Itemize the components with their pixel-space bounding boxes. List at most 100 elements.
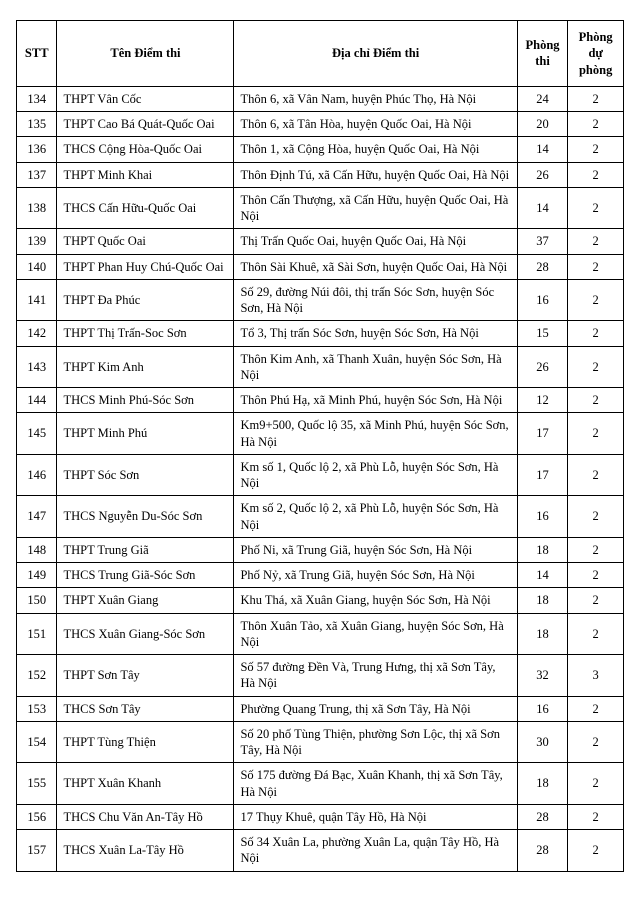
cell-stt: 145 — [17, 413, 57, 455]
cell-stt: 156 — [17, 804, 57, 829]
cell-address: Phường Quang Trung, thị xã Sơn Tây, Hà N… — [234, 696, 517, 721]
cell-stt: 146 — [17, 454, 57, 496]
cell-stt: 140 — [17, 254, 57, 279]
table-row: 150THPT Xuân GiangKhu Thá, xã Xuân Giang… — [17, 588, 624, 613]
cell-name: THPT Quốc Oai — [57, 229, 234, 254]
table-row: 154THPT Tùng ThiệnSố 20 phố Tùng Thiện, … — [17, 721, 624, 763]
cell-name: THCS Xuân La-Tây Hồ — [57, 830, 234, 872]
cell-address: Thị Trấn Quốc Oai, huyện Quốc Oai, Hà Nộ… — [234, 229, 517, 254]
table-row: 146THPT Sóc SơnKm số 1, Quốc lộ 2, xã Ph… — [17, 454, 624, 496]
cell-name: THCS Xuân Giang-Sóc Sơn — [57, 613, 234, 655]
table-row: 135THPT Cao Bá Quát-Quốc OaiThôn 6, xã T… — [17, 112, 624, 137]
cell-address: Thôn 1, xã Cộng Hòa, huyện Quốc Oai, Hà … — [234, 137, 517, 162]
cell-backup: 2 — [568, 321, 624, 346]
cell-rooms: 18 — [517, 763, 568, 805]
table-row: 144THCS Minh Phú-Sóc SơnThôn Phú Hạ, xã … — [17, 388, 624, 413]
cell-name: THPT Vân Cốc — [57, 86, 234, 111]
cell-address: 17 Thụy Khuê, quận Tây Hồ, Hà Nội — [234, 804, 517, 829]
cell-stt: 138 — [17, 187, 57, 229]
table-row: 157THCS Xuân La-Tây HồSố 34 Xuân La, phư… — [17, 830, 624, 872]
cell-name: THPT Cao Bá Quát-Quốc Oai — [57, 112, 234, 137]
col-header-backup: Phòng dự phòng — [568, 21, 624, 87]
cell-address: Km số 2, Quốc lộ 2, xã Phù Lỗ, huyện Sóc… — [234, 496, 517, 538]
cell-address: Phố Ni, xã Trung Giã, huyện Sóc Sơn, Hà … — [234, 537, 517, 562]
table-row: 138THCS Cấn Hữu-Quốc OaiThôn Cấn Thượng,… — [17, 187, 624, 229]
table-row: 140THPT Phan Huy Chú-Quốc OaiThôn Sài Kh… — [17, 254, 624, 279]
cell-rooms: 14 — [517, 137, 568, 162]
cell-stt: 134 — [17, 86, 57, 111]
table-row: 143THPT Kim AnhThôn Kim Anh, xã Thanh Xu… — [17, 346, 624, 388]
cell-rooms: 28 — [517, 830, 568, 872]
exam-sites-table: STT Tên Điểm thi Địa chỉ Điểm thi Phòng … — [16, 20, 624, 872]
cell-rooms: 18 — [517, 588, 568, 613]
cell-name: THPT Xuân Khanh — [57, 763, 234, 805]
table-row: 156THCS Chu Văn An-Tây Hồ17 Thụy Khuê, q… — [17, 804, 624, 829]
cell-address: Thôn Kim Anh, xã Thanh Xuân, huyện Sóc S… — [234, 346, 517, 388]
cell-name: THPT Tùng Thiện — [57, 721, 234, 763]
cell-backup: 2 — [568, 721, 624, 763]
cell-stt: 157 — [17, 830, 57, 872]
cell-rooms: 24 — [517, 86, 568, 111]
cell-backup: 2 — [568, 388, 624, 413]
cell-stt: 139 — [17, 229, 57, 254]
cell-rooms: 32 — [517, 655, 568, 697]
table-row: 137THPT Minh KhaiThôn Định Tú, xã Cấn Hữ… — [17, 162, 624, 187]
cell-rooms: 14 — [517, 187, 568, 229]
cell-name: THPT Minh Khai — [57, 162, 234, 187]
cell-rooms: 16 — [517, 696, 568, 721]
cell-stt: 135 — [17, 112, 57, 137]
cell-backup: 2 — [568, 254, 624, 279]
cell-stt: 142 — [17, 321, 57, 346]
cell-rooms: 20 — [517, 112, 568, 137]
cell-rooms: 37 — [517, 229, 568, 254]
cell-stt: 150 — [17, 588, 57, 613]
cell-rooms: 14 — [517, 563, 568, 588]
cell-backup: 2 — [568, 187, 624, 229]
cell-address: Thôn Phú Hạ, xã Minh Phú, huyện Sóc Sơn,… — [234, 388, 517, 413]
col-header-stt: STT — [17, 21, 57, 87]
col-header-rooms: Phòng thi — [517, 21, 568, 87]
col-header-address: Địa chỉ Điểm thi — [234, 21, 517, 87]
cell-rooms: 16 — [517, 496, 568, 538]
cell-backup: 3 — [568, 655, 624, 697]
cell-address: Thôn Sài Khuê, xã Sài Sơn, huyện Quốc Oa… — [234, 254, 517, 279]
cell-address: Số 57 đường Đền Và, Trung Hưng, thị xã S… — [234, 655, 517, 697]
cell-address: Thôn Định Tú, xã Cấn Hữu, huyện Quốc Oai… — [234, 162, 517, 187]
cell-address: Số 20 phố Tùng Thiện, phường Sơn Lộc, th… — [234, 721, 517, 763]
cell-backup: 2 — [568, 563, 624, 588]
cell-rooms: 28 — [517, 254, 568, 279]
table-row: 142THPT Thị Trấn-Soc SơnTổ 3, Thị trấn S… — [17, 321, 624, 346]
cell-rooms: 16 — [517, 279, 568, 321]
cell-rooms: 15 — [517, 321, 568, 346]
cell-backup: 2 — [568, 830, 624, 872]
cell-name: THPT Trung Giã — [57, 537, 234, 562]
cell-address: Khu Thá, xã Xuân Giang, huyện Sóc Sơn, H… — [234, 588, 517, 613]
table-row: 145THPT Minh PhúKm9+500, Quốc lộ 35, xã … — [17, 413, 624, 455]
cell-name: THCS Nguyễn Du-Sóc Sơn — [57, 496, 234, 538]
cell-address: Số 29, đường Núi đôi, thị trấn Sóc Sơn, … — [234, 279, 517, 321]
cell-backup: 2 — [568, 804, 624, 829]
table-row: 139THPT Quốc OaiThị Trấn Quốc Oai, huyện… — [17, 229, 624, 254]
cell-backup: 2 — [568, 537, 624, 562]
cell-address: Thôn 6, xã Vân Nam, huyện Phúc Thọ, Hà N… — [234, 86, 517, 111]
table-row: 153THCS Sơn TâyPhường Quang Trung, thị x… — [17, 696, 624, 721]
cell-stt: 148 — [17, 537, 57, 562]
table-row: 152THPT Sơn TâySố 57 đường Đền Và, Trung… — [17, 655, 624, 697]
cell-address: Số 175 đường Đá Bạc, Xuân Khanh, thị xã … — [234, 763, 517, 805]
cell-rooms: 17 — [517, 454, 568, 496]
cell-backup: 2 — [568, 588, 624, 613]
cell-rooms: 26 — [517, 162, 568, 187]
cell-rooms: 18 — [517, 613, 568, 655]
cell-backup: 2 — [568, 413, 624, 455]
cell-name: THPT Sóc Sơn — [57, 454, 234, 496]
cell-address: Thôn Xuân Tảo, xã Xuân Giang, huyện Sóc … — [234, 613, 517, 655]
cell-stt: 155 — [17, 763, 57, 805]
cell-stt: 152 — [17, 655, 57, 697]
cell-backup: 2 — [568, 454, 624, 496]
cell-stt: 154 — [17, 721, 57, 763]
cell-backup: 2 — [568, 613, 624, 655]
table-row: 147THCS Nguyễn Du-Sóc SơnKm số 2, Quốc l… — [17, 496, 624, 538]
cell-address: Phố Nỷ, xã Trung Giã, huyện Sóc Sơn, Hà … — [234, 563, 517, 588]
cell-name: THPT Minh Phú — [57, 413, 234, 455]
table-row: 134THPT Vân CốcThôn 6, xã Vân Nam, huyện… — [17, 86, 624, 111]
